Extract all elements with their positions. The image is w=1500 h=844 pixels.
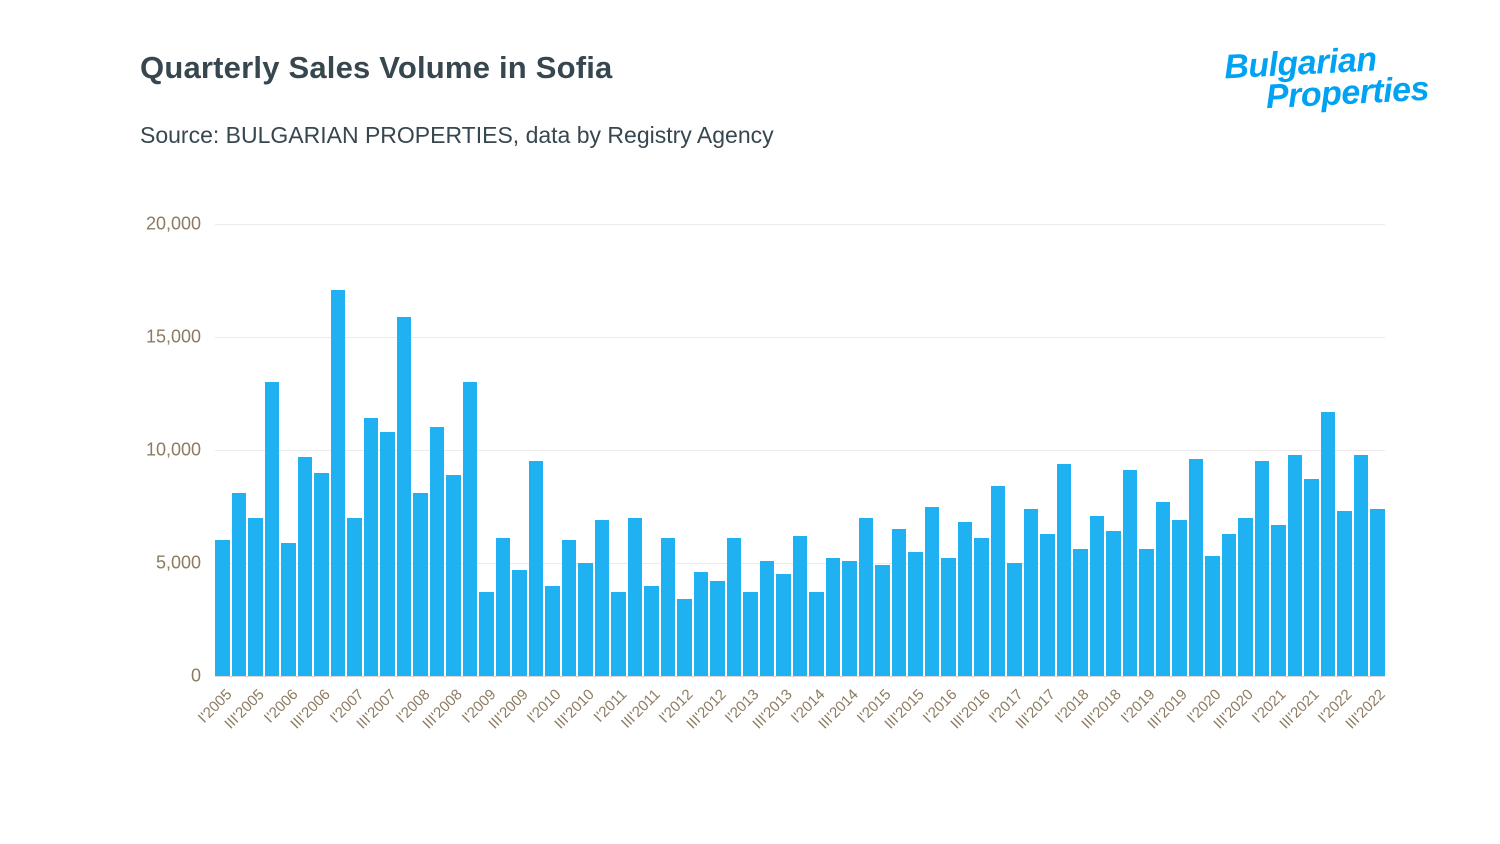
bar-IV'2016[interactable]: [990, 486, 1005, 676]
bar-I'2019[interactable]: [1139, 549, 1154, 676]
bar-IV'2011[interactable]: [660, 538, 675, 676]
bar-IV'2012[interactable]: [726, 538, 741, 676]
bar-IV'2014[interactable]: [858, 517, 873, 676]
bar-I'2007[interactable]: [347, 517, 362, 676]
bar-I'2012[interactable]: [677, 599, 692, 676]
y-axis-tick-label: 5,000: [155, 552, 201, 573]
bar-II'2016[interactable]: [957, 522, 972, 676]
bar-III'2016[interactable]: [974, 538, 989, 676]
bar-IV'2020[interactable]: [1254, 461, 1269, 676]
bar-III'2011[interactable]: [644, 585, 659, 676]
bar-III'2019[interactable]: [1172, 520, 1187, 676]
bar-IV'2021[interactable]: [1320, 411, 1335, 676]
bar-IV'2005[interactable]: [264, 382, 279, 676]
bar-III'2015[interactable]: [908, 551, 923, 676]
y-axis-tick-label: 0: [190, 665, 201, 686]
bar-III'2005[interactable]: [248, 517, 263, 676]
bar-II'2013[interactable]: [759, 560, 774, 676]
bar-I'2005[interactable]: [215, 540, 230, 676]
bar-II'2022[interactable]: [1353, 454, 1368, 676]
bar-IV'2009[interactable]: [528, 461, 543, 676]
bar-IV'2007[interactable]: [396, 316, 411, 676]
bar-IV'2010[interactable]: [594, 520, 609, 676]
bar-I'2008[interactable]: [413, 492, 428, 676]
bar-I'2018[interactable]: [1073, 549, 1088, 676]
bulgarian-properties-logo: Bulgarian Properties: [1223, 40, 1430, 117]
gridline-0: [215, 676, 1385, 677]
bar-IV'2017[interactable]: [1056, 463, 1071, 676]
bar-I'2010[interactable]: [545, 585, 560, 676]
bar-II'2009[interactable]: [495, 538, 510, 676]
gridline-20000: [215, 224, 1385, 225]
bar-I'2022[interactable]: [1337, 511, 1352, 676]
bar-I'2013[interactable]: [743, 592, 758, 676]
bar-I'2020[interactable]: [1205, 556, 1220, 676]
bar-I'2006[interactable]: [281, 542, 296, 676]
bars-container: [215, 224, 1385, 676]
bar-III'2017[interactable]: [1040, 533, 1055, 676]
bar-II'2010[interactable]: [561, 540, 576, 676]
bar-IV'2008[interactable]: [462, 382, 477, 676]
bar-II'2021[interactable]: [1287, 454, 1302, 676]
bar-III'2014[interactable]: [842, 560, 857, 676]
bar-III'2020[interactable]: [1238, 517, 1253, 676]
bar-III'2007[interactable]: [380, 431, 395, 676]
bar-II'2015[interactable]: [891, 529, 906, 676]
bar-I'2016[interactable]: [941, 558, 956, 676]
bar-II'2008[interactable]: [429, 427, 444, 676]
bar-I'2015[interactable]: [875, 565, 890, 676]
gridline-15000: [215, 337, 1385, 338]
bar-II'2020[interactable]: [1221, 533, 1236, 676]
bar-II'2006[interactable]: [297, 456, 312, 676]
logo-line2: Properties: [1264, 69, 1430, 117]
bar-IV'2018[interactable]: [1122, 470, 1137, 676]
page-title: Quarterly Sales Volume in Sofia: [140, 50, 613, 85]
bar-chart-plot-area: 0 5,000 10,000 15,000 20,000 I'2005 III'2005 I'…: [146, 214, 1389, 733]
bar-II'2017[interactable]: [1023, 508, 1038, 676]
gridline-10000: [215, 450, 1385, 451]
y-axis-tick-label: 15,000: [145, 326, 201, 347]
bar-II'2012[interactable]: [693, 572, 708, 676]
bar-I'2009[interactable]: [479, 592, 494, 676]
bar-III'2009[interactable]: [512, 569, 527, 676]
chart-source: Source: BULGARIAN PROPERTIES, data by Re…: [140, 122, 774, 148]
bar-IV'2006[interactable]: [330, 289, 345, 676]
bar-I'2017[interactable]: [1007, 563, 1022, 676]
bar-II'2018[interactable]: [1089, 515, 1104, 676]
bar-III'2018[interactable]: [1106, 531, 1121, 676]
bar-IV'2019[interactable]: [1188, 459, 1203, 676]
bar-I'2014[interactable]: [809, 592, 824, 676]
bar-IV'2015[interactable]: [924, 506, 939, 676]
bar-II'2019[interactable]: [1155, 501, 1170, 676]
bar-I'2021[interactable]: [1271, 524, 1286, 676]
bar-II'2014[interactable]: [825, 558, 840, 676]
bar-II'2011[interactable]: [627, 517, 642, 676]
bar-I'2011[interactable]: [611, 592, 626, 676]
y-axis-tick-label: 10,000: [145, 439, 201, 460]
bar-III'2006[interactable]: [314, 472, 329, 676]
y-axis-tick-label: 20,000: [145, 213, 201, 234]
bar-III'2022[interactable]: [1370, 508, 1385, 676]
bar-III'2021[interactable]: [1304, 479, 1319, 676]
bar-II'2005[interactable]: [231, 492, 246, 676]
bar-III'2010[interactable]: [578, 563, 593, 676]
bar-III'2013[interactable]: [776, 574, 791, 676]
bar-III'2012[interactable]: [710, 581, 725, 676]
bar-II'2007[interactable]: [363, 418, 378, 676]
bar-III'2008[interactable]: [446, 474, 461, 676]
bar-IV'2013[interactable]: [792, 535, 807, 676]
